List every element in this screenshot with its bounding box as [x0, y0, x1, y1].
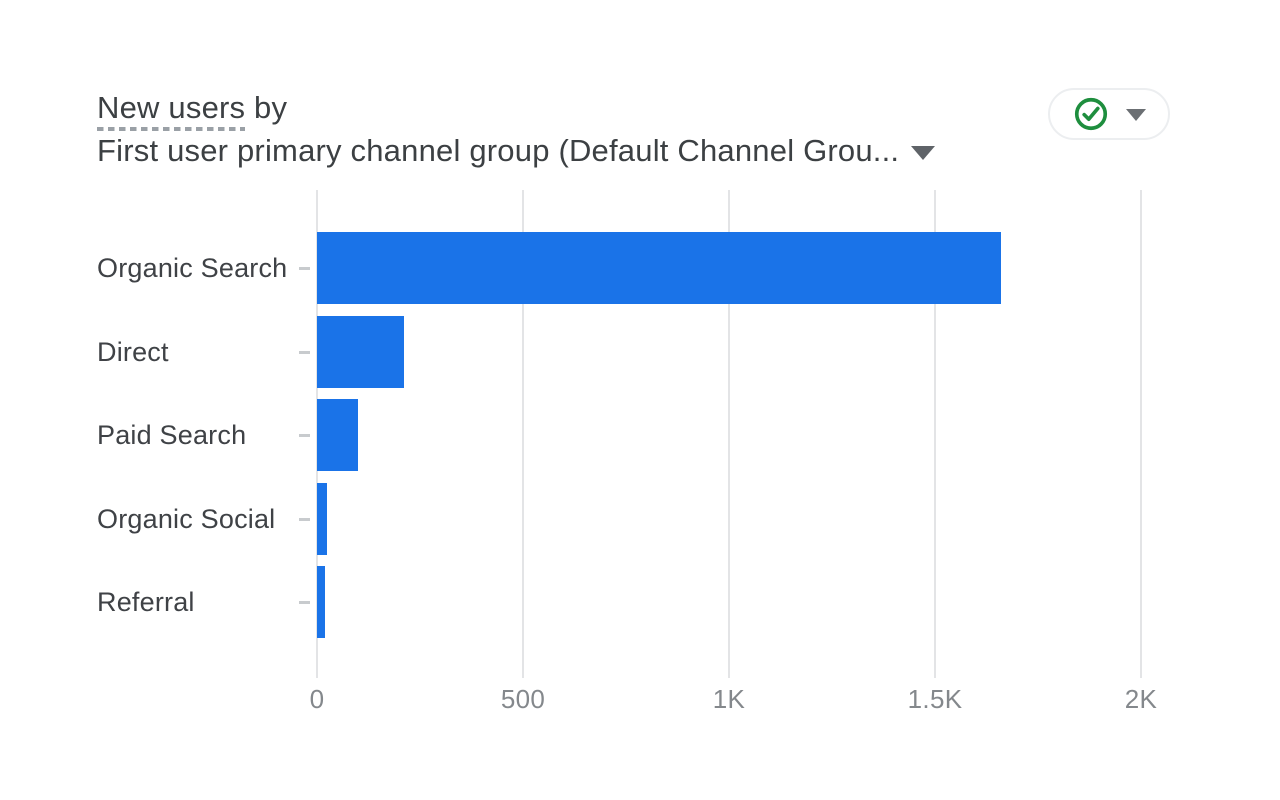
bar-organic-search[interactable] [317, 232, 1001, 304]
bar-paid-search[interactable] [317, 399, 359, 471]
category-tick [299, 601, 310, 604]
category-tick [299, 350, 310, 354]
x-axis-tick-label: 2K [1124, 684, 1158, 714]
gridline [728, 190, 730, 678]
data-quality-button[interactable] [1048, 88, 1170, 140]
metric-name[interactable]: New users [97, 90, 246, 131]
gridline [934, 190, 936, 678]
category-label: Paid Search [97, 420, 247, 450]
dimension-label: First user primary channel group (Defaul… [97, 133, 900, 168]
category-tick [299, 434, 310, 437]
caret-down-icon [1126, 109, 1146, 121]
category-label: Organic Search [97, 253, 288, 283]
bar-chart: 0 500 1K 1.5K 2K Organic Search Direct Paid Se… [0, 190, 1280, 750]
bar-organic-social[interactable] [317, 482, 328, 555]
gridline [522, 190, 524, 678]
bar-referral[interactable] [317, 566, 326, 638]
category-label: Organic Social [97, 503, 276, 534]
metric-suffix: by [245, 90, 288, 125]
plot-area: 0 500 1K 1.5K 2K [310, 190, 1157, 714]
metric-title: New users by [97, 88, 935, 131]
dimension-selector[interactable]: First user primary channel group (Defaul… [97, 131, 936, 171]
check-circle-icon [1072, 95, 1110, 133]
x-axis-tick-label: 0 [309, 684, 325, 714]
x-axis-tick-label: 1.5K [907, 684, 963, 714]
caret-down-icon [911, 146, 936, 160]
category-tick [299, 517, 310, 521]
category-label: Direct [97, 336, 169, 367]
gridline [1140, 190, 1142, 678]
chart-title: New users by First user primary channel … [97, 88, 936, 171]
bar-direct[interactable] [317, 315, 404, 388]
category-label: Referral [97, 587, 195, 617]
x-axis-tick-label: 1K [712, 684, 746, 714]
category-tick [299, 267, 310, 270]
x-axis-tick-label: 500 [500, 684, 546, 714]
